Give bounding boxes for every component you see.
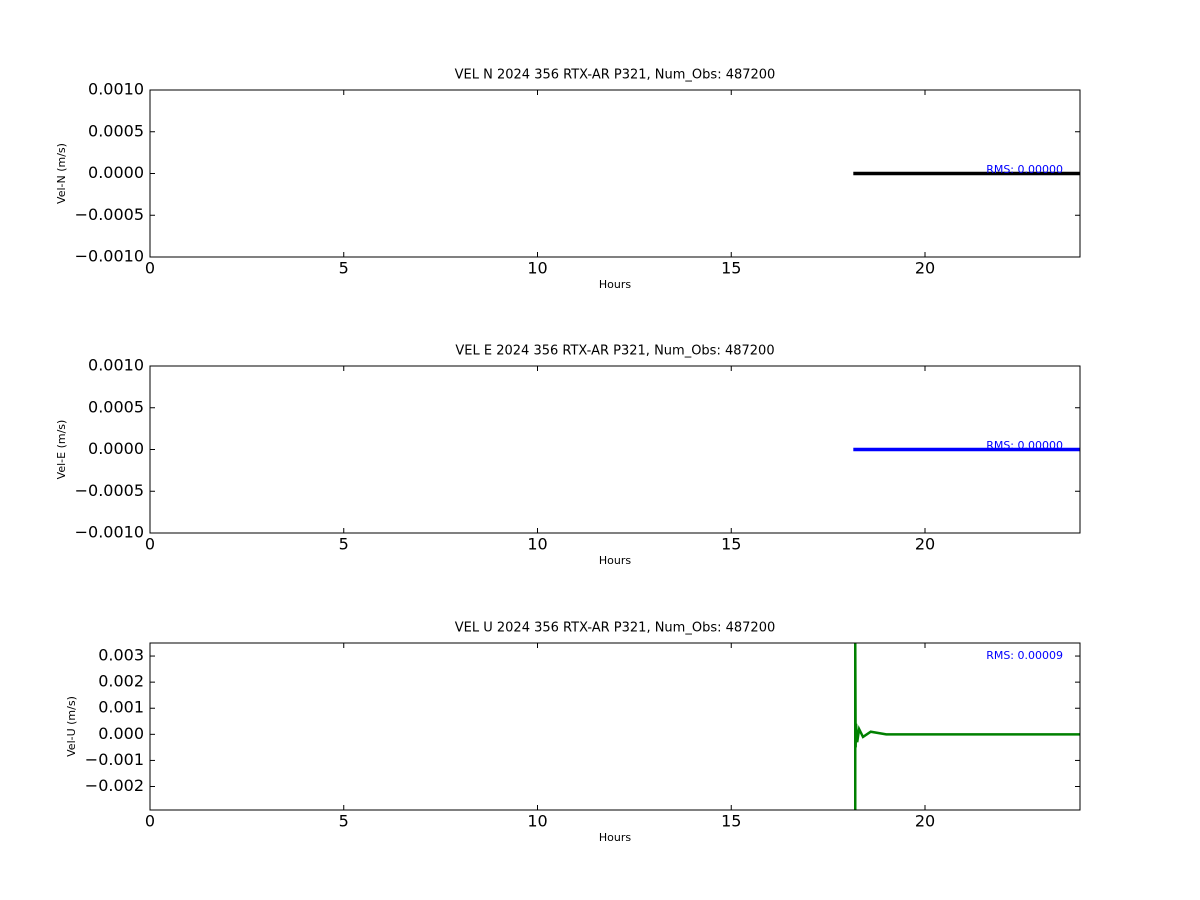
y-tick-label: 0.002: [98, 672, 144, 691]
data-line: [854, 643, 1080, 810]
y-tick-label: −0.0010: [75, 247, 144, 266]
x-tick-label: 15: [721, 812, 741, 831]
y-tick-label: 0.0010: [88, 80, 144, 99]
y-tick-label: 0.000: [98, 724, 144, 743]
subplot-title: VEL U 2024 356 RTX-AR P321, Num_Obs: 487…: [455, 621, 775, 636]
subplot: VEL U 2024 356 RTX-AR P321, Num_Obs: 487…: [65, 621, 1081, 844]
rms-annotation: RMS: 0.00009: [986, 649, 1063, 662]
y-axis-label: Vel-E (m/s): [55, 420, 68, 480]
axes-frame: [149, 365, 1081, 534]
x-tick-label: 20: [915, 812, 935, 831]
x-tick-label: 20: [915, 535, 935, 554]
x-tick-label: 15: [721, 535, 741, 554]
x-axis-label: Hours: [599, 278, 631, 291]
rms-annotation: RMS: 0.00000: [986, 439, 1063, 452]
axes-frame: [149, 642, 1081, 811]
x-tick-label: 0: [145, 535, 155, 554]
y-tick-label: 0.0000: [88, 163, 144, 182]
subplot-title: VEL N 2024 356 RTX-AR P321, Num_Obs: 487…: [455, 68, 776, 83]
x-tick-label: 5: [339, 812, 349, 831]
x-tick-label: 10: [527, 259, 547, 278]
axes-frame: [149, 89, 1081, 258]
y-axis-label: Vel-U (m/s): [65, 696, 78, 757]
y-tick-label: −0.001: [85, 750, 144, 769]
subplot: VEL E 2024 356 RTX-AR P321, Num_Obs: 487…: [55, 344, 1081, 567]
x-tick-label: 15: [721, 259, 741, 278]
y-tick-label: 0.0005: [88, 397, 144, 416]
y-tick-label: −0.0005: [75, 205, 144, 224]
y-tick-label: −0.0005: [75, 481, 144, 500]
subplot-title: VEL E 2024 356 RTX-AR P321, Num_Obs: 487…: [455, 344, 774, 359]
y-tick-label: 0.001: [98, 698, 144, 717]
x-tick-label: 5: [339, 535, 349, 554]
rms-annotation: RMS: 0.00000: [986, 163, 1063, 176]
x-axis-label: Hours: [599, 554, 631, 567]
y-tick-label: −0.0010: [75, 523, 144, 542]
x-tick-label: 0: [145, 812, 155, 831]
y-tick-label: −0.002: [85, 776, 144, 795]
x-tick-label: 10: [527, 535, 547, 554]
y-tick-label: 0.0010: [88, 356, 144, 375]
x-tick-label: 20: [915, 259, 935, 278]
x-axis-label: Hours: [599, 831, 631, 844]
y-tick-label: 0.0005: [88, 121, 144, 140]
x-tick-label: 0: [145, 259, 155, 278]
y-tick-label: 0.0000: [88, 439, 144, 458]
x-tick-label: 5: [339, 259, 349, 278]
y-tick-label: 0.003: [98, 646, 144, 665]
subplot: VEL N 2024 356 RTX-AR P321, Num_Obs: 487…: [55, 68, 1081, 291]
x-tick-label: 10: [527, 812, 547, 831]
y-axis-label: Vel-N (m/s): [55, 143, 68, 204]
